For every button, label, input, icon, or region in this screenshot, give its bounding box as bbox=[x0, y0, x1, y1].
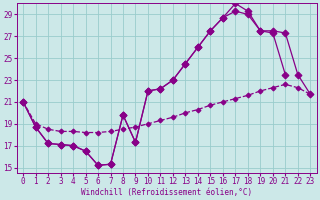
X-axis label: Windchill (Refroidissement éolien,°C): Windchill (Refroidissement éolien,°C) bbox=[81, 188, 252, 197]
